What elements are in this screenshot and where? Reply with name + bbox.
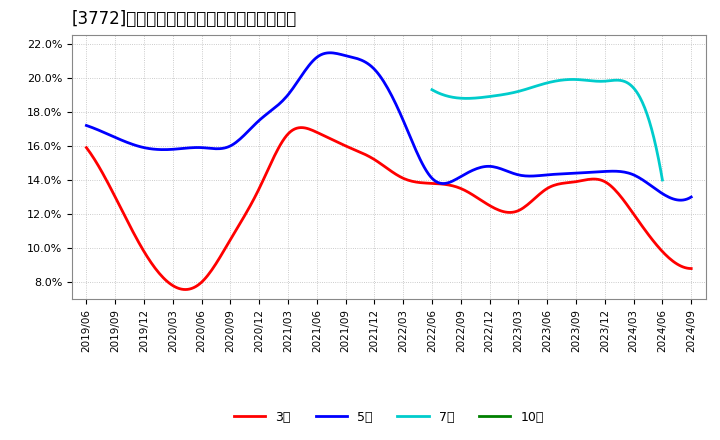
Legend: 3年, 5年, 7年, 10年: 3年, 5年, 7年, 10年 bbox=[229, 406, 549, 429]
Text: [3772]　経常利益マージンの標準偏差の推移: [3772] 経常利益マージンの標準偏差の推移 bbox=[72, 10, 297, 28]
